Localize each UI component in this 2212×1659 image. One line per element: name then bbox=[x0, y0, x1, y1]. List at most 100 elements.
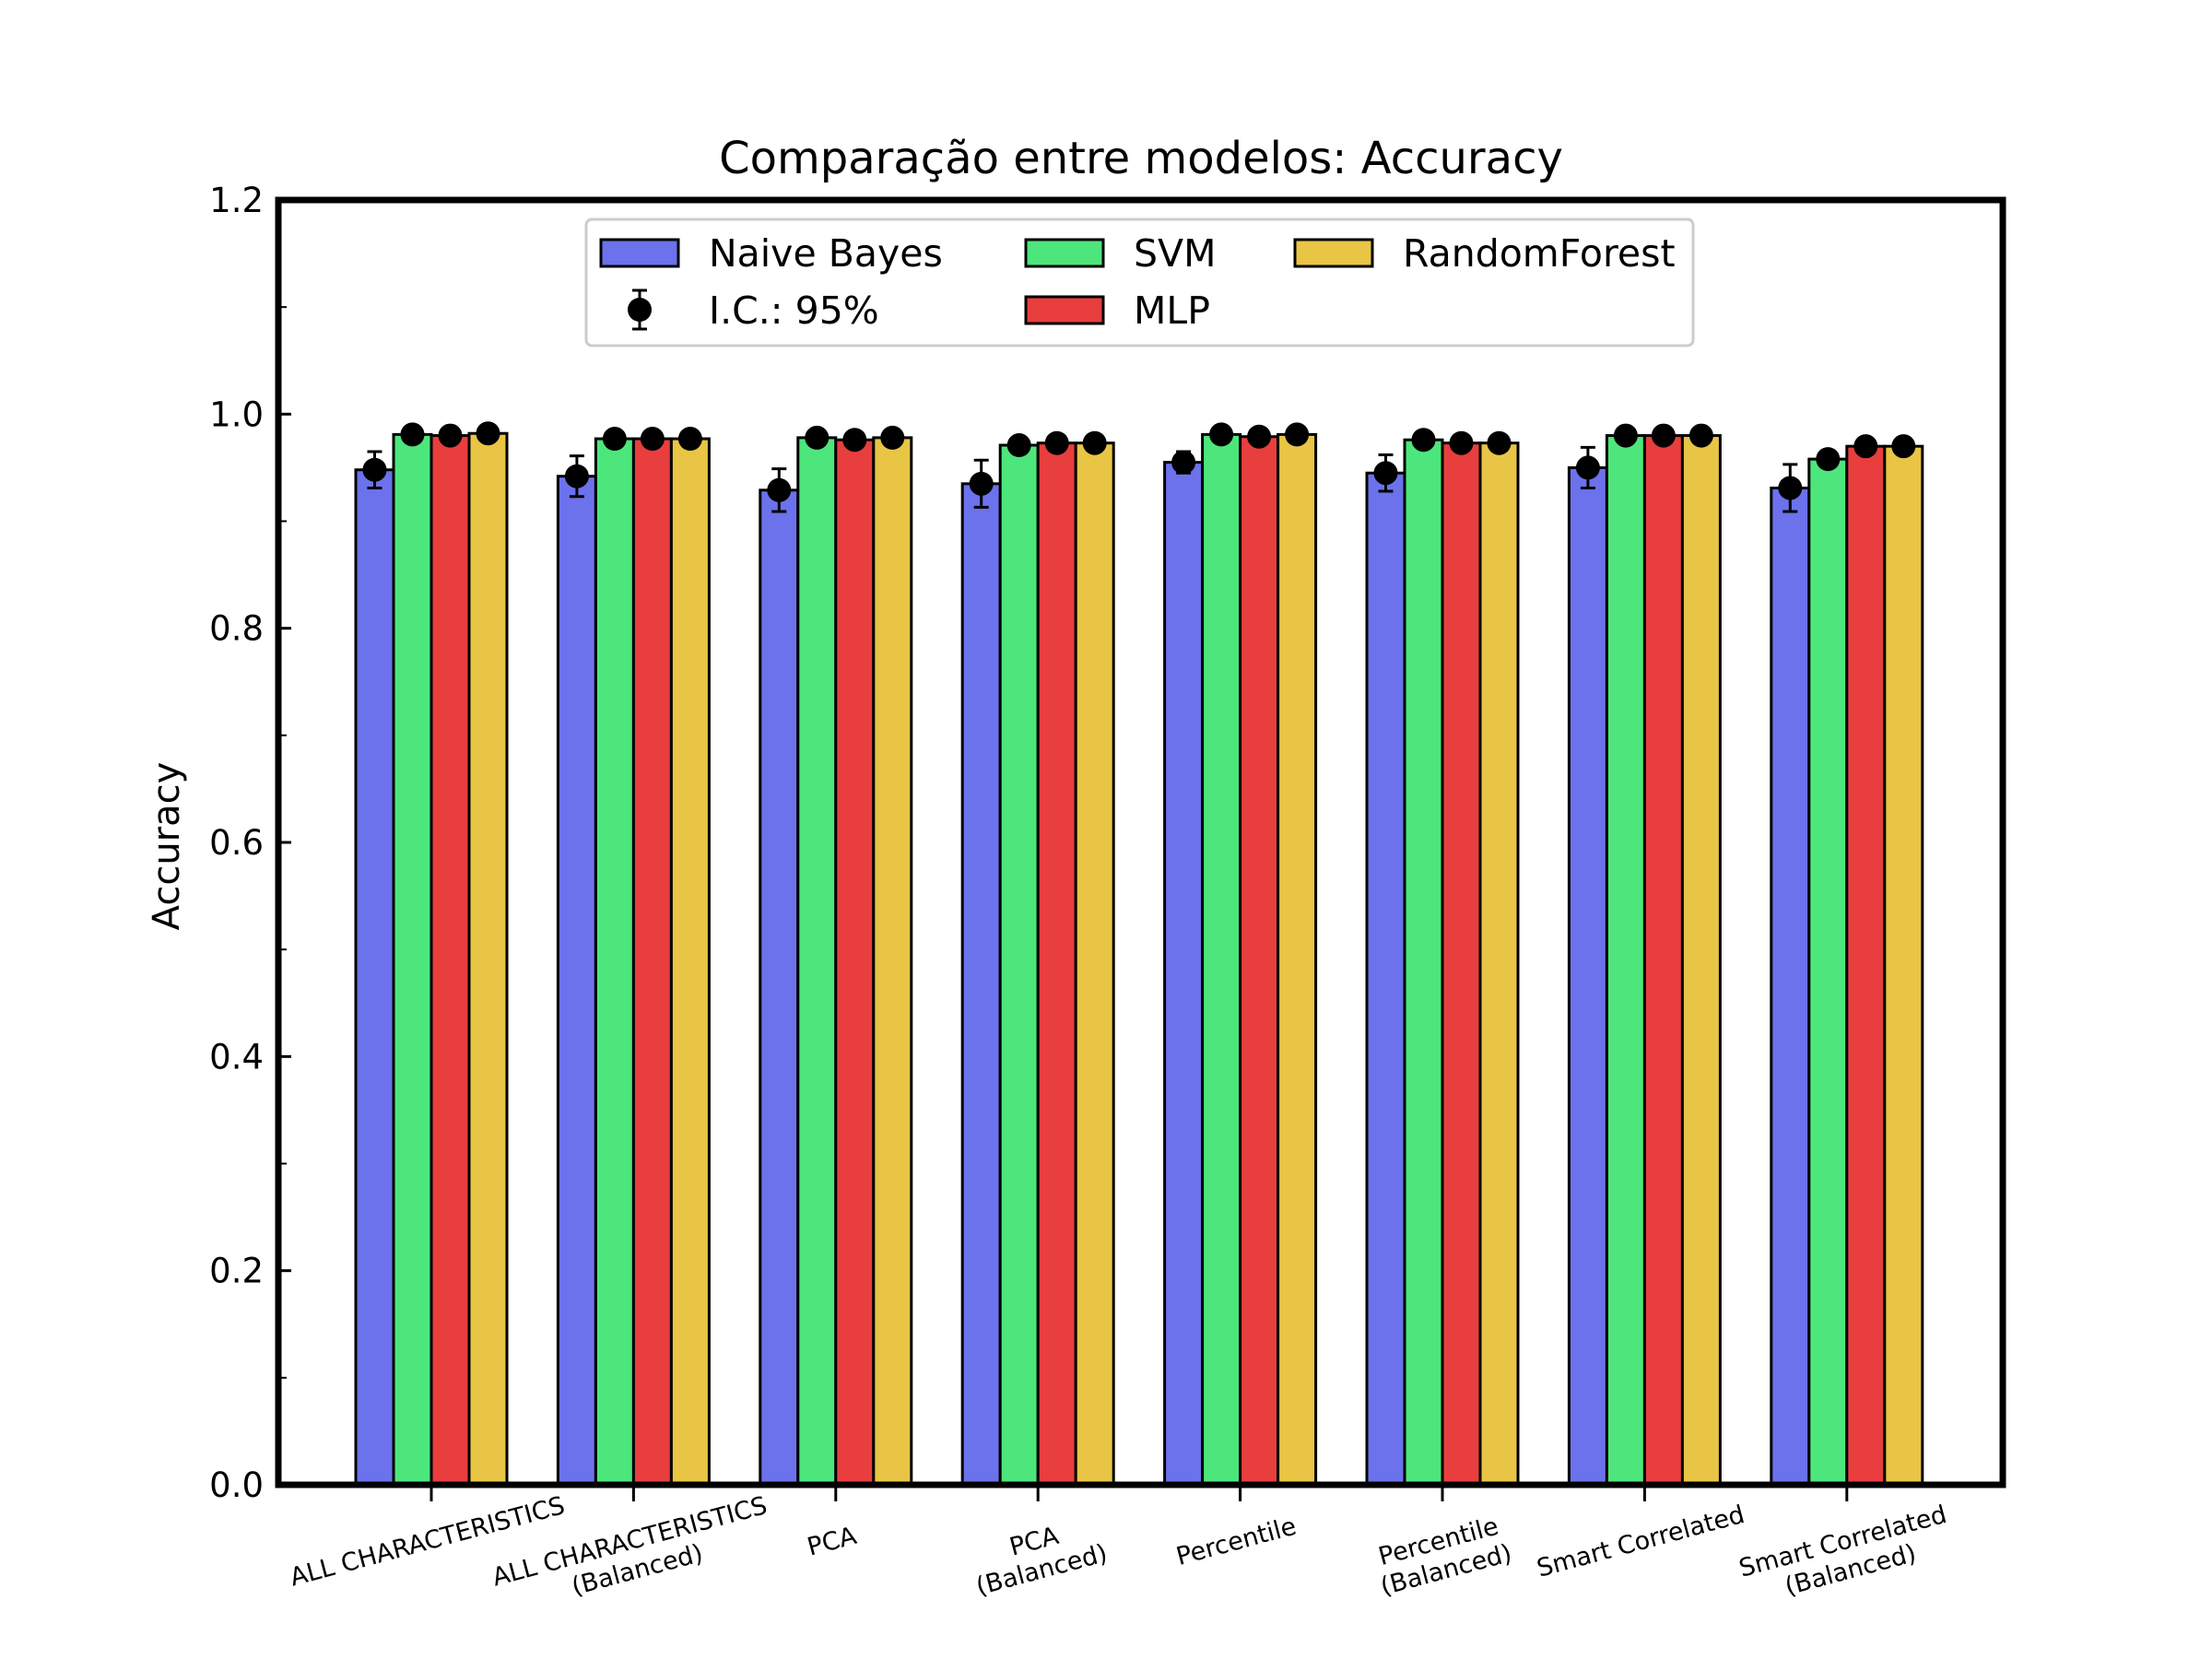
errorbar-point bbox=[362, 457, 387, 482]
errorbar-point bbox=[400, 422, 425, 447]
errorbar-point bbox=[1778, 476, 1803, 500]
bar-svm-7 bbox=[1807, 457, 1849, 1487]
errorbar-point bbox=[1006, 433, 1031, 458]
legend-label: SVM bbox=[1134, 231, 1216, 276]
bar-mlp-2 bbox=[834, 438, 876, 1487]
errorbar-point bbox=[842, 428, 867, 453]
errorbar-point bbox=[476, 421, 500, 446]
bar-randomforest-6 bbox=[1680, 434, 1722, 1487]
errorbar-point bbox=[1247, 424, 1272, 449]
bar-svm-5 bbox=[1403, 438, 1444, 1487]
y-tick-label: 0.6 bbox=[209, 823, 264, 863]
x-tick-label-3: PCA(Balanced) bbox=[973, 1522, 1111, 1602]
bar-randomforest-4 bbox=[1277, 432, 1318, 1487]
errorbar-point bbox=[1082, 430, 1107, 455]
bar-mlp-7 bbox=[1845, 444, 1887, 1487]
errorbars-layer bbox=[362, 421, 1916, 513]
x-tick-label-line: Percentile bbox=[1173, 1512, 1300, 1571]
legend-swatch-naive-bayes bbox=[599, 238, 680, 268]
x-tick-label-5: Percentile(Balanced) bbox=[1375, 1512, 1514, 1602]
bar-mlp-6 bbox=[1642, 434, 1684, 1487]
bar-naive-bayes-3 bbox=[960, 482, 1002, 1487]
errorbar-point bbox=[1816, 447, 1841, 472]
x-tick-label-2: PCA bbox=[805, 1522, 860, 1562]
bar-randomforest-7 bbox=[1883, 444, 1924, 1487]
legend-swatch-randomforest bbox=[1293, 238, 1374, 268]
errorbar-point bbox=[805, 425, 830, 450]
errorbar-point bbox=[1613, 423, 1638, 448]
bar-naive-bayes-7 bbox=[1770, 486, 1811, 1487]
y-tick-label: 0.8 bbox=[209, 609, 264, 649]
legend-label: I.C.: 95% bbox=[709, 288, 879, 333]
bar-svm-3 bbox=[998, 443, 1040, 1487]
errorbar-point bbox=[1575, 455, 1600, 480]
legend-errorbar-point bbox=[628, 298, 652, 322]
errorbar-point bbox=[438, 423, 463, 448]
legend-label: RandomForest bbox=[1403, 231, 1676, 276]
legend-frame bbox=[584, 218, 1695, 347]
bar-svm-6 bbox=[1605, 434, 1646, 1487]
bar-svm-2 bbox=[796, 436, 838, 1487]
plot-frame bbox=[275, 196, 2006, 1488]
legend: Naive Bayes I.C.: 95% SVM MLP RandomForest bbox=[584, 218, 1695, 347]
bars-layer bbox=[354, 431, 1924, 1487]
errorbar-point bbox=[640, 427, 665, 452]
errorbar-point bbox=[1209, 422, 1234, 447]
y-tick-label: 1.0 bbox=[209, 394, 264, 434]
bar-mlp-5 bbox=[1441, 441, 1482, 1487]
errorbar-point bbox=[767, 477, 792, 502]
y-axis-label: Accuracy bbox=[146, 762, 188, 931]
chart-title: Comparação entre modelos: Accuracy bbox=[719, 133, 1563, 184]
bar-mlp-0 bbox=[429, 434, 471, 1487]
errorbar-point bbox=[1285, 422, 1310, 447]
x-tick-label-line: PCA bbox=[805, 1522, 860, 1562]
y-axis: 0.0 0.2 0.4 0.6 0.8 1.0 1.2 bbox=[209, 181, 291, 1505]
errorbar-point bbox=[880, 425, 905, 450]
bar-randomforest-3 bbox=[1074, 441, 1115, 1487]
errorbar-point bbox=[602, 427, 627, 452]
errorbar-point bbox=[1688, 423, 1713, 448]
bar-mlp-3 bbox=[1036, 441, 1077, 1487]
legend-label: MLP bbox=[1134, 288, 1210, 333]
bar-naive-bayes-6 bbox=[1567, 465, 1608, 1487]
y-tick-label: 0.2 bbox=[209, 1252, 264, 1291]
x-tick-label-6: Smart Correlated bbox=[1534, 1500, 1747, 1583]
legend-swatch-mlp bbox=[1024, 295, 1105, 325]
bar-randomforest-2 bbox=[872, 436, 913, 1487]
bar-naive-bayes-4 bbox=[1163, 461, 1205, 1487]
errorbar-point bbox=[1373, 461, 1398, 486]
errorbar-point bbox=[1487, 430, 1512, 455]
y-tick-label: 0.4 bbox=[209, 1037, 264, 1077]
errorbar-point bbox=[677, 427, 702, 452]
legend-label: Naive Bayes bbox=[709, 231, 943, 276]
errorbar-point bbox=[1411, 428, 1436, 453]
y-tick-label: 1.2 bbox=[209, 181, 264, 220]
bar-naive-bayes-5 bbox=[1365, 471, 1406, 1487]
bar-svm-0 bbox=[392, 432, 433, 1487]
errorbar-point bbox=[1044, 430, 1069, 455]
errorbar-point bbox=[1853, 434, 1878, 459]
bar-mlp-4 bbox=[1239, 435, 1280, 1487]
errorbar-point bbox=[1449, 430, 1474, 455]
bar-randomforest-0 bbox=[467, 431, 509, 1487]
y-tick-label: 0.0 bbox=[209, 1465, 264, 1505]
bar-mlp-1 bbox=[631, 437, 673, 1487]
bar-svm-4 bbox=[1201, 432, 1242, 1487]
bar-naive-bayes-1 bbox=[556, 475, 597, 1487]
errorbar-point bbox=[969, 471, 994, 496]
x-tick-label-4: Percentile bbox=[1173, 1512, 1300, 1571]
x-tick-label-7: Smart Correlated(Balanced) bbox=[1736, 1500, 1950, 1602]
bar-naive-bayes-2 bbox=[759, 488, 800, 1487]
legend-swatch-svm bbox=[1024, 238, 1105, 268]
errorbar-point bbox=[1891, 434, 1916, 459]
errorbar-point bbox=[1171, 450, 1196, 475]
errorbar-point bbox=[564, 464, 589, 488]
bar-randomforest-5 bbox=[1478, 441, 1520, 1487]
bar-svm-1 bbox=[594, 437, 635, 1487]
x-tick-label-line: Smart Correlated bbox=[1534, 1500, 1747, 1583]
bar-randomforest-1 bbox=[669, 437, 711, 1487]
bar-naive-bayes-0 bbox=[354, 468, 395, 1487]
errorbar-point bbox=[1651, 423, 1676, 448]
